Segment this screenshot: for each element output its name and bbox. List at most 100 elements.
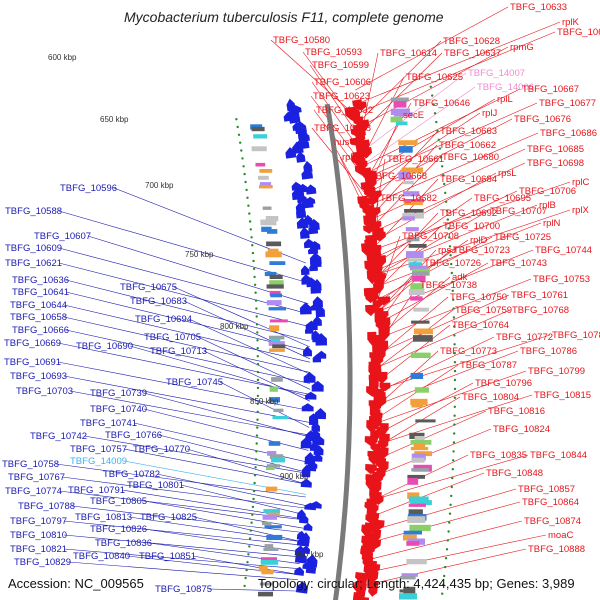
tick-dot xyxy=(255,307,258,310)
feature-box xyxy=(271,457,286,463)
gene-label: TBFG_10791 xyxy=(68,485,125,496)
gene-label: TBFG_10773 xyxy=(440,346,497,357)
leader-line xyxy=(367,102,538,178)
map-title: Mycobacterium tuberculosis F11, complete… xyxy=(124,9,444,25)
feature-box xyxy=(411,468,429,472)
leader-line xyxy=(71,505,303,533)
gene-label: TBFG_10725 xyxy=(494,232,551,243)
feature-box xyxy=(258,565,268,572)
genome-info-text: Topology: circular; Length: 4,424,435 bp… xyxy=(258,576,575,591)
tick-dot xyxy=(444,557,448,560)
gene-label: TBFG_10844 xyxy=(530,450,587,461)
tick-dot xyxy=(256,386,260,390)
feature-box xyxy=(251,126,265,132)
feature-box xyxy=(267,512,280,517)
tick-dot xyxy=(254,299,258,302)
tick-dot xyxy=(444,191,447,195)
feature-box xyxy=(261,557,277,563)
tick-dot xyxy=(453,423,456,426)
reverse-gene-arrow xyxy=(315,304,325,318)
feature-box xyxy=(411,457,425,463)
tick-dot xyxy=(429,85,432,89)
tick-dot xyxy=(255,442,258,445)
leader-line xyxy=(65,279,310,342)
reverse-gene-arrow xyxy=(294,566,305,576)
kbp-label: 700 kbp xyxy=(145,181,174,190)
leader-line xyxy=(361,52,379,132)
leader-line xyxy=(58,210,308,283)
tick-dot xyxy=(253,481,256,485)
tick-dot xyxy=(249,228,252,231)
gene-label: TBFG_10614 xyxy=(380,48,437,59)
gene-label: TBFG_10875 xyxy=(155,584,212,595)
gene-label: TBFG_10759 xyxy=(455,305,512,316)
leader-line xyxy=(63,520,302,546)
genome-backbone xyxy=(324,103,353,600)
feature-box xyxy=(269,319,288,323)
tick-dot xyxy=(452,441,456,444)
reverse-gene-arrow xyxy=(305,391,317,400)
gene-label: moaC xyxy=(548,530,573,541)
feature-box xyxy=(266,241,282,247)
feature-box xyxy=(398,171,410,177)
gene-label: TBFG_10632 xyxy=(316,105,373,116)
reverse-gene-arrow xyxy=(308,223,319,235)
gene-label: TBFG_10788 xyxy=(18,501,75,512)
feature-box xyxy=(403,534,417,541)
kbp-label: 600 kbp xyxy=(48,53,77,62)
feature-box xyxy=(260,219,277,226)
tick-dot xyxy=(447,227,450,230)
gene-label: TBFG_10857 xyxy=(518,484,575,495)
kbp-axis-labels: 600 kbp 650 kbp 700 kbp 750 kbp 800 kbp 850 k… xyxy=(48,53,324,559)
feature-box xyxy=(266,466,275,470)
feature-box xyxy=(390,116,403,123)
leader-line xyxy=(197,336,311,390)
leader-line xyxy=(311,127,371,201)
feature-box xyxy=(259,582,274,586)
tick-dot xyxy=(445,548,449,551)
gene-label: TBFG_10796 xyxy=(475,378,532,389)
leader-line xyxy=(123,448,307,485)
leader-line xyxy=(370,520,523,560)
tick-dot xyxy=(431,94,434,97)
tick-dot xyxy=(243,584,246,588)
tick-dot xyxy=(437,138,440,141)
leader-line xyxy=(379,382,474,434)
leader-line xyxy=(186,448,307,485)
gene-label: TBFG_10623 xyxy=(313,91,370,102)
feature-box xyxy=(390,108,410,115)
gene-label: rplL xyxy=(497,94,513,105)
gene-label: TBFG_10607 xyxy=(34,231,91,242)
feature-box xyxy=(258,591,273,597)
leader-line xyxy=(203,350,311,402)
feature-box xyxy=(260,559,279,565)
reverse-gene-arrow xyxy=(312,354,321,363)
feature-box xyxy=(409,432,425,439)
tick-dot xyxy=(453,352,456,355)
feature-box xyxy=(269,274,283,279)
gene-label: TBFG_14006 xyxy=(477,82,534,93)
feature-box xyxy=(408,244,427,248)
forward-gene-arrow xyxy=(365,304,377,317)
reverse-gene-arrow xyxy=(306,184,317,195)
feature-box xyxy=(267,451,277,456)
tick-dot xyxy=(240,149,243,152)
feature-box xyxy=(395,121,408,126)
feature-box xyxy=(261,521,272,526)
feature-box xyxy=(255,162,266,167)
tick-dot xyxy=(256,378,260,382)
tick-dot xyxy=(448,521,451,524)
feature-box xyxy=(399,146,413,153)
leader-line xyxy=(364,72,467,151)
leader-line xyxy=(379,350,439,405)
leader-line xyxy=(369,534,547,573)
tick-dot xyxy=(433,112,437,115)
feature-box xyxy=(413,335,433,342)
gene-label: TBFG_10816 xyxy=(488,406,545,417)
gene-label: TBFG_10864 xyxy=(522,497,579,508)
gene-label: TBFG_10648 xyxy=(557,27,600,38)
gene-label: TBFG_10848 xyxy=(486,468,543,479)
tick-dot xyxy=(451,468,454,471)
gene-label: TBFG_10658 xyxy=(10,312,67,323)
tick-dot xyxy=(250,236,253,239)
